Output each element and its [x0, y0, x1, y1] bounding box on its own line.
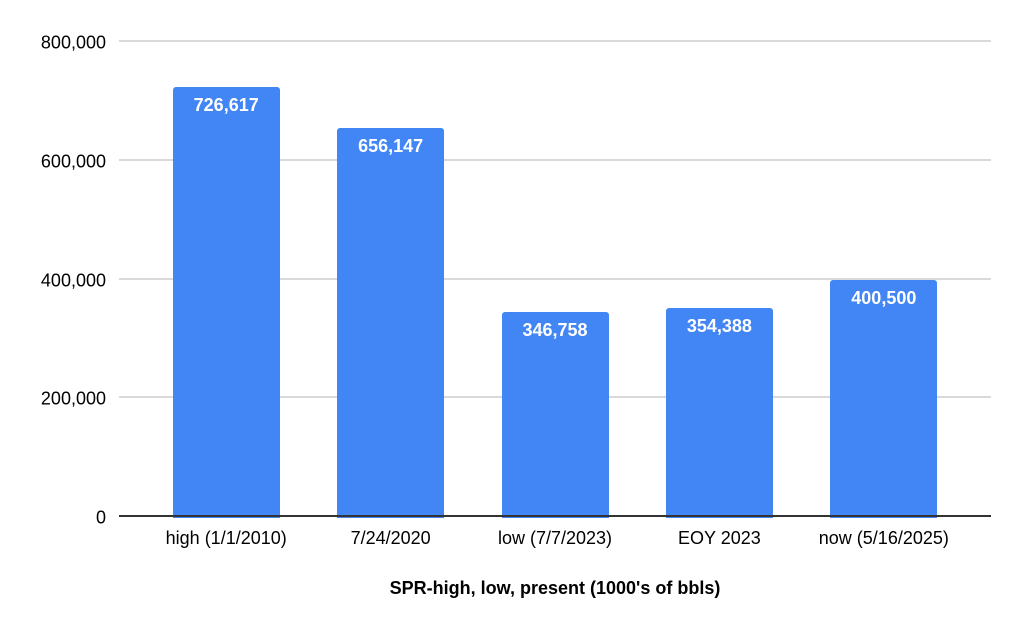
x-axis-line — [119, 515, 991, 517]
gridline — [119, 158, 991, 161]
bar-value-label: 400,500 — [851, 288, 917, 309]
bar-slot: 400,500 — [802, 43, 966, 518]
bar-value-label: 346,758 — [522, 320, 588, 341]
bar: 346,758 — [501, 312, 609, 518]
y-axis-tick-label: 800,000 — [40, 32, 106, 53]
y-axis-tick-label: 400,000 — [40, 270, 106, 290]
bar-slot: 656,147 — [308, 43, 472, 518]
x-axis-title: SPR-high, low, present (1000's of bbls) — [389, 578, 721, 598]
y-axis-tick-label: 600,000 — [40, 151, 106, 172]
plot-area: 726,617 656,147 346,758 354,388 400,500 high… — [119, 40, 991, 548]
bar-value-label: 726,617 — [193, 94, 259, 115]
bar-slot: 354,388 — [637, 43, 801, 518]
bar-slot: 346,758 — [473, 43, 637, 518]
bar: 656,147 — [337, 128, 445, 518]
x-axis-tick-label: high (1/1/2010) — [165, 528, 287, 548]
x-axis-tick-label: now (5/16/2025) — [818, 528, 949, 548]
x-axis-tick-label: EOY 2023 — [678, 528, 761, 548]
bar-slot: 726,617 — [144, 43, 308, 518]
x-axis-tick-label: low (7/7/2023) — [497, 528, 613, 548]
bar: 354,388 — [665, 307, 773, 518]
y-axis-tick-label: 200,000 — [40, 388, 106, 409]
bar-value-label: 656,147 — [358, 136, 424, 157]
y-axis: 0 200,000 400,000 600,000 800,000 — [0, 33, 106, 528]
bar: 726,617 — [172, 86, 280, 518]
y-axis-tick-label: 0 — [95, 507, 106, 528]
gridline — [119, 40, 991, 42]
x-axis-tick-label: 7/24/2020 — [350, 528, 431, 548]
gridline — [119, 277, 991, 280]
bars-row: 726,617 656,147 346,758 354,388 400,500 — [119, 43, 991, 518]
bar: 400,500 — [830, 280, 938, 518]
bar-value-label: 354,388 — [686, 315, 752, 336]
x-axis: high (1/1/2010) 7/24/2020 low (7/7/2023) EO… — [119, 528, 991, 549]
